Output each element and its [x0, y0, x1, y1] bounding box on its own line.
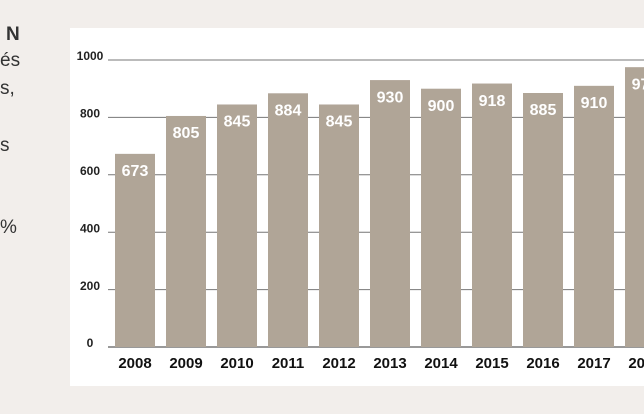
x-tick-label: 2016	[526, 355, 559, 372]
x-tick-label: 2017	[577, 355, 610, 372]
y-tick-label: 0	[87, 336, 94, 350]
value-label: 884	[275, 103, 302, 120]
bar	[166, 115, 206, 347]
bar	[574, 85, 614, 347]
value-label: 918	[479, 93, 506, 110]
value-label: 930	[377, 89, 404, 106]
x-tick-label: 2013	[373, 355, 406, 372]
x-tick-label: 2018	[628, 355, 644, 372]
value-label: 900	[428, 98, 455, 115]
side-text: s,	[0, 78, 15, 99]
y-tick-label: 600	[80, 164, 100, 178]
x-tick-label: 2010	[220, 355, 253, 372]
bar	[217, 104, 257, 347]
bar	[319, 104, 359, 347]
bar	[268, 93, 308, 348]
bar	[421, 88, 461, 347]
value-label: 805	[173, 125, 200, 142]
y-tick-label: 400	[80, 221, 100, 235]
bar	[115, 153, 155, 347]
bar	[625, 67, 644, 348]
x-tick-label: 2011	[272, 355, 305, 372]
side-text: s	[0, 135, 10, 156]
value-label: 910	[581, 95, 608, 112]
y-tick-label: 1000	[77, 49, 104, 63]
value-label: 885	[530, 102, 557, 119]
bar	[472, 83, 512, 347]
side-text: %	[0, 217, 17, 238]
x-tick-label: 2012	[322, 355, 355, 372]
value-label: 975	[632, 76, 644, 93]
bar	[370, 80, 410, 347]
side-text: N	[6, 24, 20, 45]
side-text: és	[0, 50, 20, 71]
x-tick-label: 2009	[169, 355, 202, 372]
x-tick-label: 2014	[424, 355, 458, 372]
y-tick-label: 800	[80, 107, 100, 121]
y-tick-label: 200	[80, 279, 100, 293]
bar	[523, 93, 563, 347]
x-tick-label: 2015	[475, 355, 508, 372]
value-label: 673	[122, 163, 149, 180]
x-tick-label: 2008	[118, 355, 151, 372]
value-label: 845	[224, 114, 251, 131]
value-label: 845	[326, 114, 353, 131]
